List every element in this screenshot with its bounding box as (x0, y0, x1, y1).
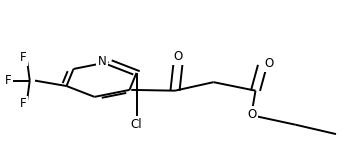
Text: Cl: Cl (131, 117, 142, 131)
Text: N: N (98, 55, 106, 68)
Text: O: O (247, 108, 257, 121)
Text: F: F (5, 74, 11, 87)
Text: O: O (174, 50, 183, 63)
Text: O: O (264, 57, 273, 70)
Text: F: F (20, 51, 26, 64)
Text: F: F (20, 97, 26, 110)
